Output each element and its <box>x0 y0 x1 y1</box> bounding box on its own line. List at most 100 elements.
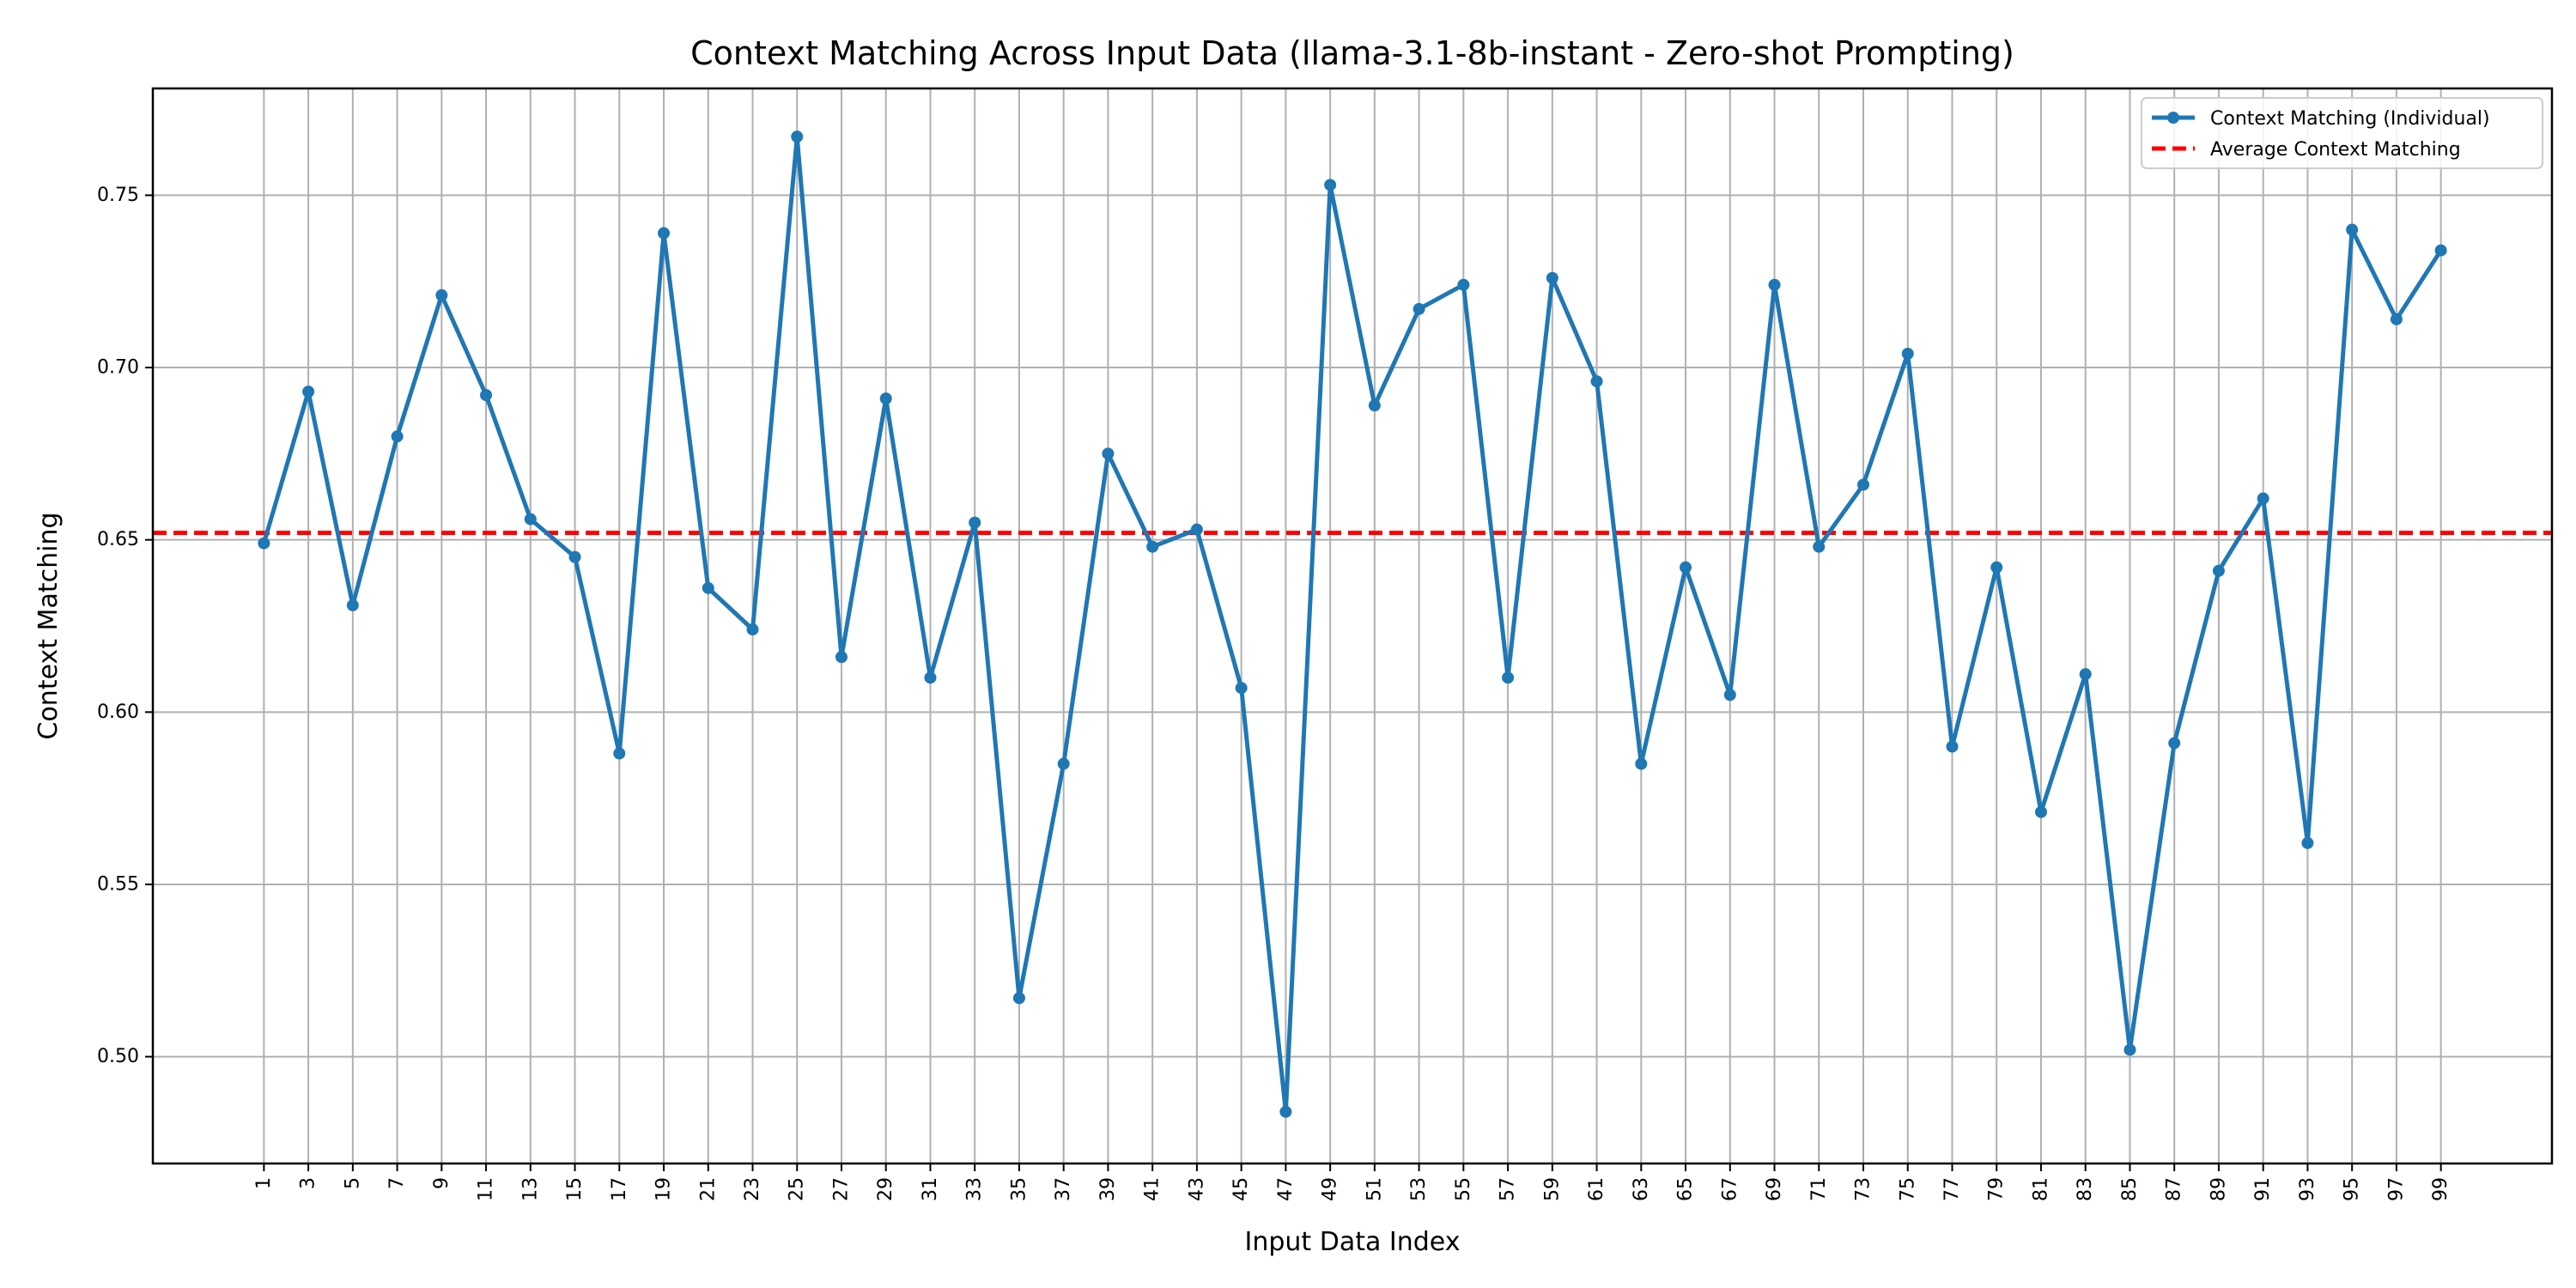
data-point <box>746 623 759 636</box>
data-point <box>2390 313 2403 325</box>
ticks-layer: 1 3 5 7 9 11 13 15 17 19 21 23 25 27 29 31 33 35 37 39 41 43 4… <box>97 185 2451 1201</box>
legend-box <box>2141 97 2543 169</box>
x-tick-label: 93 <box>2297 1177 2318 1201</box>
x-tick-label: 79 <box>1986 1177 2008 1201</box>
x-tick-label: 55 <box>1453 1177 1474 1201</box>
x-tick-label: 73 <box>1853 1177 1874 1201</box>
data-point <box>1146 540 1159 553</box>
data-point <box>2301 836 2314 849</box>
data-point <box>568 550 581 563</box>
x-tick-label: 67 <box>1719 1177 1741 1201</box>
series-layer <box>258 131 2447 1118</box>
x-tick-label: 1 <box>253 1177 275 1189</box>
x-tick-label: 29 <box>875 1177 896 1201</box>
x-tick-label: 39 <box>1097 1177 1119 1201</box>
x-tick-label: 19 <box>653 1177 675 1201</box>
data-point <box>1190 523 1203 536</box>
y-tick-label: 0.55 <box>97 873 139 895</box>
x-tick-label: 15 <box>564 1177 586 1201</box>
x-tick-label: 31 <box>920 1177 941 1201</box>
x-tick-label: 21 <box>697 1177 719 1201</box>
x-tick-label: 85 <box>2119 1177 2141 1201</box>
y-tick-label: 0.60 <box>97 702 139 723</box>
x-tick-label: 41 <box>1142 1177 1163 1201</box>
x-tick-label: 35 <box>1008 1177 1030 1201</box>
data-point <box>969 516 981 529</box>
x-tick-label: 11 <box>476 1177 497 1201</box>
data-point <box>435 289 448 301</box>
x-tick-label: 3 <box>298 1177 319 1189</box>
x-tick-label: 57 <box>1498 1177 1519 1201</box>
data-point <box>2212 564 2225 577</box>
data-point <box>791 131 804 143</box>
data-point <box>1590 375 1603 388</box>
data-point <box>1768 278 1781 291</box>
chart-title: Context Matching Across Input Data (llam… <box>690 34 2014 72</box>
series-line-individual <box>261 134 2443 1115</box>
x-tick-label: 47 <box>1275 1177 1297 1201</box>
x-tick-label: 33 <box>964 1177 986 1201</box>
data-point <box>658 227 671 240</box>
legend: Context Matching (Individual) Average Co… <box>2141 97 2543 169</box>
data-point <box>1457 278 1470 291</box>
data-point <box>1680 561 1692 574</box>
x-tick-label: 63 <box>1631 1177 1652 1201</box>
data-point <box>835 651 848 664</box>
x-tick-label: 7 <box>386 1177 408 1189</box>
data-point <box>924 671 937 684</box>
data-point <box>1813 540 1826 553</box>
data-point <box>1235 682 1248 695</box>
data-point <box>1635 757 1648 770</box>
legend-label-average: Average Context Matching <box>2210 139 2461 161</box>
x-tick-label: 25 <box>787 1177 808 1201</box>
data-point <box>1279 1105 1292 1118</box>
data-point <box>1990 561 2003 574</box>
x-axis-label: Input Data Index <box>1245 1227 1461 1257</box>
y-axis-label: Context Matching <box>33 513 64 740</box>
x-tick-label: 17 <box>609 1177 630 1201</box>
data-point <box>1857 478 1870 491</box>
x-tick-label: 97 <box>2385 1177 2407 1201</box>
x-tick-label: 83 <box>2075 1177 2096 1201</box>
data-point <box>1368 399 1381 412</box>
data-point <box>1012 992 1025 1005</box>
x-tick-label: 75 <box>1897 1177 1918 1201</box>
data-point <box>1946 740 1959 753</box>
x-tick-label: 13 <box>519 1177 541 1201</box>
grid-layer <box>153 88 2552 1163</box>
data-point <box>613 747 626 760</box>
data-point <box>1102 447 1115 460</box>
x-tick-label: 5 <box>342 1177 363 1189</box>
data-point <box>2168 737 2181 750</box>
x-tick-label: 43 <box>1186 1177 1207 1201</box>
legend-label-individual: Context Matching (Individual) <box>2210 108 2490 130</box>
x-tick-label: 99 <box>2430 1177 2451 1201</box>
x-tick-label: 95 <box>2342 1177 2363 1201</box>
data-point <box>2346 223 2359 236</box>
x-tick-label: 89 <box>2208 1177 2229 1201</box>
legend-marker-individual <box>2167 112 2179 124</box>
x-tick-label: 87 <box>2164 1177 2185 1201</box>
x-tick-label: 49 <box>1320 1177 1341 1201</box>
x-tick-label: 61 <box>1586 1177 1607 1201</box>
data-point <box>2257 492 2269 505</box>
data-point <box>1324 179 1337 191</box>
data-point <box>1502 671 1515 684</box>
data-point <box>2079 668 2092 681</box>
x-tick-label: 27 <box>830 1177 852 1201</box>
data-point <box>1723 689 1736 702</box>
data-point <box>2123 1043 2136 1056</box>
data-point <box>879 392 892 405</box>
x-tick-label: 37 <box>1053 1177 1074 1201</box>
data-point <box>346 598 359 611</box>
data-point <box>702 581 714 594</box>
data-point <box>1057 757 1070 770</box>
x-tick-label: 59 <box>1541 1177 1563 1201</box>
data-point <box>2434 244 2447 257</box>
x-tick-label: 81 <box>2030 1177 2051 1201</box>
y-tick-label: 0.75 <box>97 185 139 206</box>
x-tick-label: 9 <box>431 1177 453 1189</box>
data-point <box>1546 271 1558 284</box>
data-point <box>258 537 270 550</box>
